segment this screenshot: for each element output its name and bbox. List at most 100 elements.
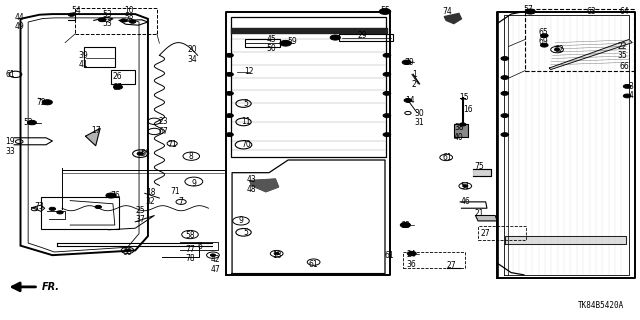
Circle shape (226, 72, 234, 76)
Text: 50: 50 (267, 44, 276, 53)
Text: 21: 21 (474, 209, 484, 218)
Text: 60: 60 (123, 248, 132, 257)
Circle shape (49, 207, 56, 211)
Circle shape (95, 205, 101, 209)
Text: 3: 3 (628, 82, 634, 91)
Polygon shape (250, 179, 278, 192)
Text: 70: 70 (241, 140, 251, 149)
Text: 53: 53 (102, 19, 112, 28)
Text: 49: 49 (14, 22, 24, 31)
Circle shape (407, 252, 416, 256)
Text: 47: 47 (211, 265, 220, 274)
Text: 23: 23 (159, 117, 168, 126)
Text: 12: 12 (244, 67, 253, 76)
Text: 1: 1 (412, 70, 417, 79)
Circle shape (113, 85, 122, 89)
Circle shape (330, 35, 340, 40)
Circle shape (274, 252, 279, 255)
Circle shape (501, 92, 509, 95)
Bar (76, 8, 157, 34)
Text: 27: 27 (481, 229, 490, 238)
Circle shape (383, 72, 391, 76)
Text: 59: 59 (287, 36, 297, 45)
Circle shape (540, 43, 548, 47)
Text: 48: 48 (246, 185, 256, 194)
Text: 79: 79 (404, 58, 414, 67)
Text: 27: 27 (447, 261, 456, 270)
Text: 46: 46 (460, 197, 470, 206)
Text: 78: 78 (185, 254, 195, 263)
Polygon shape (549, 39, 632, 69)
Text: 15: 15 (459, 93, 469, 102)
Text: 5: 5 (244, 99, 248, 108)
Text: 38: 38 (454, 123, 464, 132)
Text: 32: 32 (146, 197, 156, 206)
Text: 10: 10 (124, 6, 134, 15)
Bar (111, 69, 135, 84)
Circle shape (129, 20, 136, 23)
Circle shape (554, 48, 559, 51)
Bar (525, 9, 634, 70)
Text: 61: 61 (6, 70, 15, 79)
Text: 54: 54 (72, 6, 81, 15)
Circle shape (68, 13, 75, 16)
Circle shape (623, 94, 631, 98)
Text: 9: 9 (239, 216, 243, 225)
Text: 35: 35 (617, 52, 627, 60)
Text: 9: 9 (191, 179, 196, 188)
Text: 22: 22 (618, 42, 627, 51)
Text: 71: 71 (170, 187, 180, 196)
Circle shape (501, 76, 509, 79)
Text: 24: 24 (407, 250, 417, 259)
Text: 7: 7 (179, 197, 184, 206)
Text: 26: 26 (113, 72, 122, 81)
Text: 69: 69 (538, 37, 548, 46)
Circle shape (106, 193, 116, 198)
Text: 19: 19 (6, 137, 15, 146)
Text: 76: 76 (110, 191, 120, 200)
Text: 52: 52 (23, 118, 33, 127)
Text: 68: 68 (401, 221, 410, 230)
Text: 28: 28 (124, 15, 134, 24)
Circle shape (226, 92, 234, 95)
Bar (403, 252, 465, 268)
Circle shape (460, 123, 466, 126)
Circle shape (137, 152, 143, 155)
Text: 64: 64 (620, 7, 630, 16)
Text: 6: 6 (198, 242, 203, 251)
Text: 40: 40 (454, 133, 464, 142)
Text: 42: 42 (211, 255, 220, 264)
Circle shape (28, 120, 36, 125)
Text: 36: 36 (407, 260, 417, 268)
Circle shape (280, 40, 291, 46)
Text: 63: 63 (587, 7, 596, 16)
Bar (478, 226, 526, 240)
Text: 55: 55 (380, 6, 390, 15)
Circle shape (623, 84, 631, 88)
Text: 67: 67 (158, 127, 168, 136)
Text: 44: 44 (14, 13, 24, 22)
Text: 58: 58 (185, 231, 195, 240)
Bar (454, 124, 468, 137)
Bar (41, 197, 118, 229)
Text: 53: 53 (102, 10, 112, 19)
Text: 33: 33 (5, 147, 15, 156)
Text: 72: 72 (36, 99, 45, 108)
Text: 71: 71 (167, 140, 177, 149)
Text: 77: 77 (185, 245, 195, 254)
Polygon shape (444, 13, 461, 24)
Text: 11: 11 (241, 117, 251, 126)
Text: 13: 13 (272, 251, 282, 260)
Polygon shape (476, 215, 497, 221)
Circle shape (402, 60, 411, 65)
Circle shape (463, 185, 468, 187)
Text: 73: 73 (35, 203, 45, 212)
Text: 39: 39 (78, 51, 88, 60)
Text: 34: 34 (188, 55, 197, 64)
Text: 31: 31 (415, 118, 424, 127)
Circle shape (383, 92, 391, 95)
Bar (84, 47, 115, 67)
Text: 75: 75 (474, 163, 484, 172)
Text: 37: 37 (136, 215, 145, 224)
Circle shape (540, 34, 548, 37)
